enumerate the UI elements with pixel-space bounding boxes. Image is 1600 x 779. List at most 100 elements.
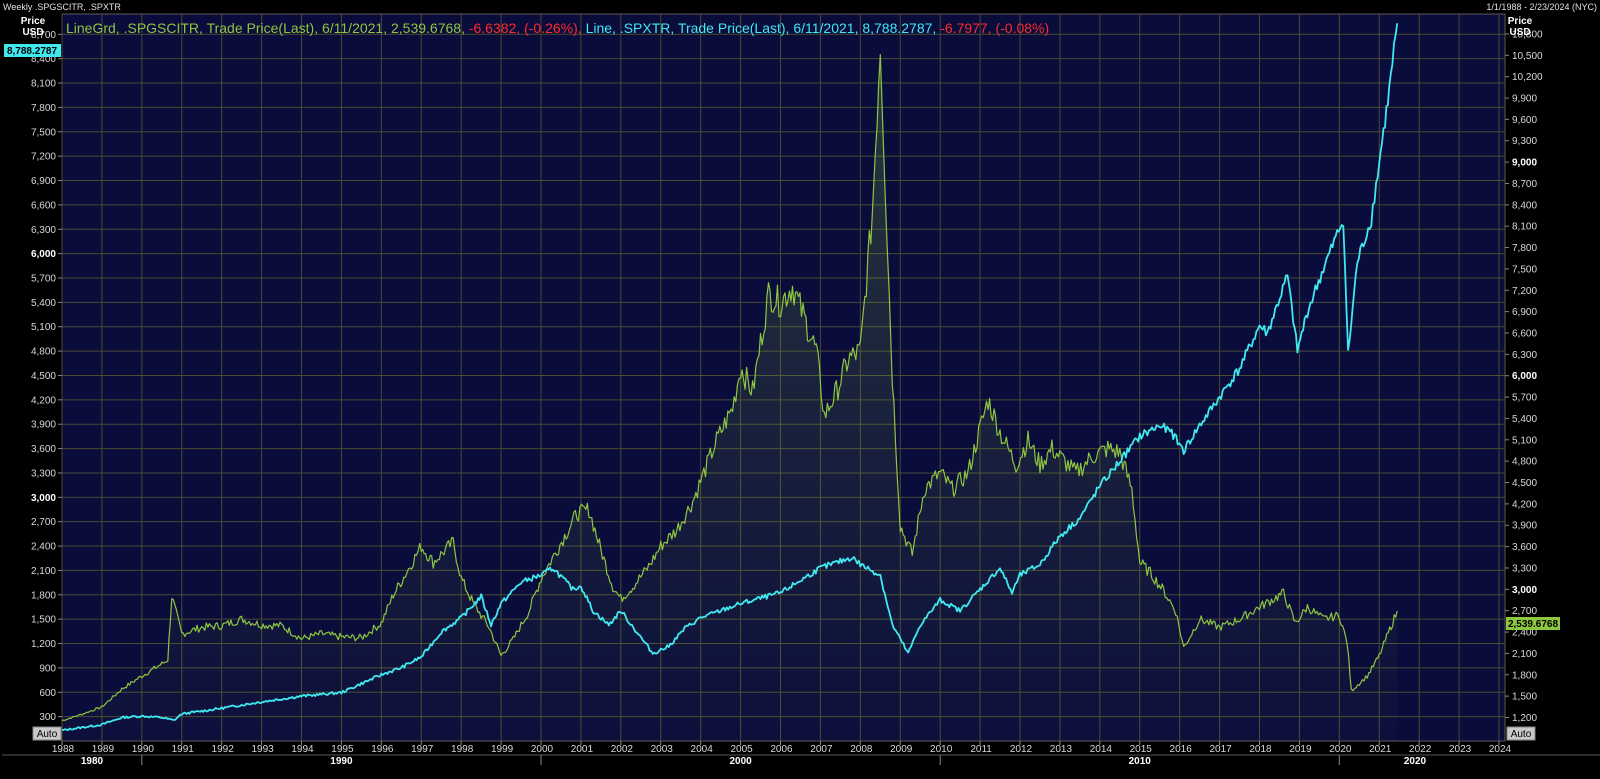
x-tick-label: 2019: [1289, 744, 1312, 755]
x-tick-label: 2018: [1249, 744, 1272, 755]
x-tick-label: 1995: [331, 744, 354, 755]
right-tick-label: 5,100: [1512, 435, 1537, 446]
left-tick-label: 8,700: [31, 30, 56, 41]
x-tick-label: 2013: [1050, 744, 1073, 755]
left-tick-label: 6,600: [31, 200, 56, 211]
legend-green-change: -6.6382, (-0.26%),: [465, 20, 582, 36]
x-tick-label: 2002: [611, 744, 634, 755]
right-tick-label: 3,300: [1512, 563, 1537, 574]
right-tick-label: 4,500: [1512, 478, 1537, 489]
right-tick-label: 7,500: [1512, 264, 1537, 275]
left-tick-label: 8,400: [31, 54, 56, 65]
x-tick-label: 1992: [212, 744, 235, 755]
right-tick-label: 5,400: [1512, 414, 1537, 425]
decade-label: 1980: [81, 756, 104, 767]
x-tick-label: 2006: [770, 744, 793, 755]
x-tick-label: 2017: [1209, 744, 1232, 755]
x-tick-label: 1989: [92, 744, 115, 755]
left-tick-label: 6,900: [31, 176, 56, 187]
left-tick-label: 3,600: [31, 444, 56, 455]
left-tick-label: 5,400: [31, 298, 56, 309]
left-tick-label: 6,300: [31, 225, 56, 236]
left-last-value-text: 8,788.2787: [7, 46, 57, 57]
right-tick-label: 6,900: [1512, 307, 1537, 318]
decade-label: 2010: [1129, 756, 1152, 767]
x-tick-label: 2014: [1090, 744, 1113, 755]
series-line-spxtr: [62, 23, 1399, 731]
date-range: 1/1/1988 - 2/23/2024 (NYC): [1486, 2, 1597, 12]
x-tick-label: 2010: [930, 744, 953, 755]
x-tick-label: 2022: [1409, 744, 1432, 755]
x-tick-label: 2016: [1170, 744, 1193, 755]
left-tick-label: 2,100: [31, 566, 56, 577]
right-tick-label: 4,800: [1512, 457, 1537, 468]
right-tick-label: 9,300: [1512, 136, 1537, 147]
left-tick-label: 3,900: [31, 420, 56, 431]
right-tick-label: 8,100: [1512, 222, 1537, 233]
auto-button-left[interactable]: Auto: [32, 726, 62, 741]
legend[interactable]: LineGrd, .SPGSCITR, Trade Price(Last), 6…: [66, 20, 1049, 36]
right-last-value-text: 2,539.6768: [1508, 619, 1558, 630]
auto-button-right-label: Auto: [1511, 729, 1532, 740]
x-tick-label: 1991: [172, 744, 195, 755]
left-tick-label: 3,300: [31, 468, 56, 479]
x-tick-label: 1993: [251, 744, 274, 755]
right-tick-label: 6,000: [1512, 371, 1537, 382]
left-tick-label: 300: [39, 712, 56, 723]
left-last-value-tag: 8,788.2787: [4, 44, 61, 57]
x-tick-label: 1990: [132, 744, 155, 755]
auto-button-left-label: Auto: [37, 729, 58, 740]
decade-label: 1990: [330, 756, 353, 767]
left-tick-label: 2,400: [31, 542, 56, 553]
right-tick-label: 10,500: [1512, 51, 1543, 62]
right-tick-label: 3,900: [1512, 521, 1537, 532]
x-tick-label: 2001: [571, 744, 594, 755]
left-axis-unit-price: Price: [21, 16, 46, 27]
left-tick-label: 6,000: [31, 249, 56, 260]
left-tick-label: 8,100: [31, 79, 56, 90]
x-tick-label: 2012: [1010, 744, 1033, 755]
left-tick-label: 1,500: [31, 615, 56, 626]
series-layer: [62, 23, 1399, 741]
x-axis: 1988 1989 1990 1991 1992 1993 1994 1995 1996 1997…: [2, 741, 1600, 767]
left-tick-label: 7,500: [31, 127, 56, 138]
right-tick-label: 9,000: [1512, 158, 1537, 169]
auto-button-right[interactable]: Auto: [1506, 726, 1536, 741]
right-tick-label: 7,800: [1512, 243, 1537, 254]
left-tick-label: 3,000: [31, 493, 56, 504]
left-axis: 300 600 900 1,200 1,500 1,800 2,100 2,400 2,700 3…: [31, 30, 62, 723]
x-tick-label: 1999: [491, 744, 514, 755]
left-tick-label: 7,800: [31, 103, 56, 114]
legend-cyan-series: Line, .SPXTR, Trade Price(Last), 6/11/20…: [582, 20, 937, 36]
right-tick-label: 6,300: [1512, 350, 1537, 361]
right-axis-unit-usd: USD: [1509, 27, 1530, 38]
x-tick-label: 1996: [371, 744, 394, 755]
x-tick-label: 2008: [850, 744, 873, 755]
x-tick-label: 2024: [1489, 744, 1512, 755]
x-tick-label: 2009: [890, 744, 913, 755]
left-tick-label: 2,700: [31, 517, 56, 528]
x-tick-label: 1997: [411, 744, 434, 755]
right-tick-label: 10,200: [1512, 72, 1543, 83]
legend-cyan-change: -6.7977, (-0.08%): [936, 20, 1049, 36]
left-tick-label: 5,700: [31, 273, 56, 284]
right-tick-label: 1,800: [1512, 670, 1537, 681]
x-tick-label: 2023: [1449, 744, 1472, 755]
x-tick-label: 2021: [1369, 744, 1392, 755]
right-axis-unit-price: Price: [1508, 16, 1533, 27]
right-tick-label: 3,600: [1512, 542, 1537, 553]
x-tick-label: 2020: [1329, 744, 1352, 755]
left-tick-label: 1,800: [31, 590, 56, 601]
right-tick-label: 1,200: [1512, 713, 1537, 724]
left-tick-label: 900: [39, 663, 56, 674]
right-axis: 1,200 1,500 1,800 2,100 2,400 2,700 3,000 3,300…: [1505, 29, 1543, 724]
right-tick-label: 2,700: [1512, 606, 1537, 617]
right-tick-label: 2,100: [1512, 649, 1537, 660]
decade-label: 2000: [729, 756, 752, 767]
right-tick-label: 8,400: [1512, 200, 1537, 211]
right-tick-label: 9,600: [1512, 115, 1537, 126]
x-tick-label: 2000: [531, 744, 554, 755]
series-area-spgscitr: [62, 54, 1398, 741]
x-tick-label: 1988: [52, 744, 75, 755]
right-tick-label: 4,200: [1512, 499, 1537, 510]
